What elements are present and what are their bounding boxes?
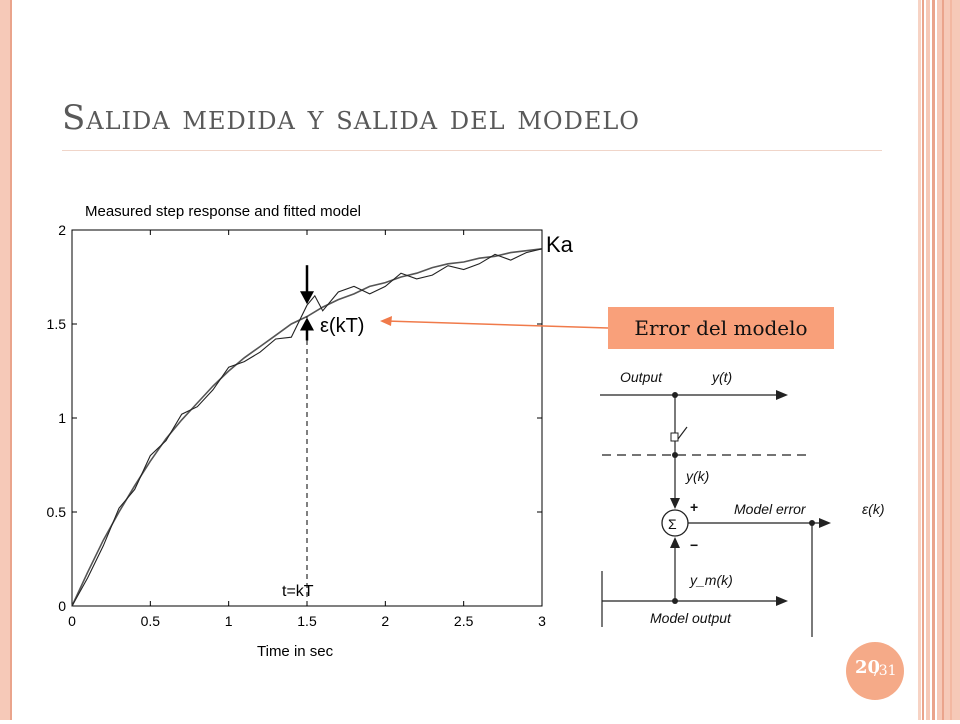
chart-title: Measured step response and fitted model (85, 203, 361, 220)
output-signal: y(t) (711, 369, 732, 385)
error-label: ε(kT) (320, 315, 364, 337)
x-axis-label: Time in sec (257, 643, 334, 660)
model-output-label: Model output (650, 610, 732, 626)
y-tick-label-1: 0.5 (47, 504, 67, 520)
y-tick-label-4: 2 (58, 222, 66, 238)
y-tick-label-3: 1.5 (47, 316, 67, 332)
slide-frame-left (0, 0, 10, 720)
ka-label: Ka (546, 232, 574, 257)
slide-number-total: /31 (874, 663, 897, 679)
model-signal: y_m(k) (689, 572, 733, 588)
x-tick-label-5: 2.5 (454, 613, 474, 629)
minus-sign: − (690, 537, 698, 553)
model-error-label: Model error (734, 501, 807, 517)
x-tick-label-3: 1.5 (297, 613, 317, 629)
sampled-signal: y(k) (685, 468, 709, 484)
slide-title: Salida medida y salida del modelo (62, 98, 640, 138)
y-tick-label-0: 0 (58, 598, 66, 614)
plus-sign: + (690, 499, 698, 515)
step-response-chart: Measured step response and fitted model … (47, 203, 574, 660)
x-tick-label-0: 0 (68, 613, 76, 629)
error-arrowhead-down (300, 291, 314, 305)
x-tick-label-4: 2 (381, 613, 389, 629)
slide-frame-right (918, 0, 960, 720)
error-arrowhead-up (300, 317, 314, 331)
model-error-signal: ε(k) (862, 501, 884, 517)
sum-symbol: Σ (668, 516, 677, 532)
slide-number-badge: 20 /31 (846, 642, 904, 700)
x-tick-label-1: 0.5 (141, 613, 161, 629)
time-label: t=kT (282, 583, 314, 600)
title-divider (62, 150, 882, 151)
model-error-callout: Error del modelo (608, 307, 834, 349)
slide-number-current: 20 (855, 657, 881, 678)
measured-response-line (71, 248, 543, 607)
x-tick-label-2: 1 (225, 613, 233, 629)
model-error-diagram: Output y(t) y(k) Σ + − Model error ε(k) … (600, 369, 884, 637)
sampler-switch (677, 426, 688, 440)
slide-frame-left-line (10, 0, 12, 720)
output-label: Output (620, 369, 663, 385)
slide-frame-stripes (918, 0, 960, 720)
y-tick-label-2: 1 (58, 410, 66, 426)
x-tick-label-6: 3 (538, 613, 546, 629)
